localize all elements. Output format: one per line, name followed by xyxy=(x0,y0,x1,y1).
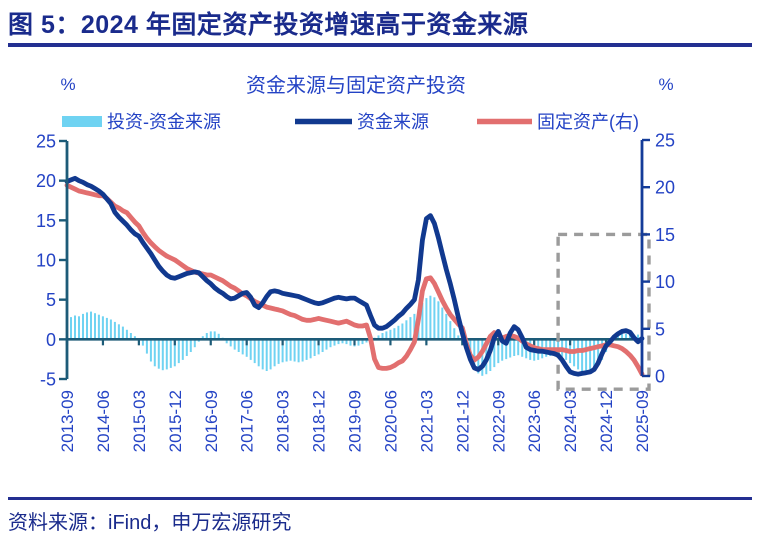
x-axis-labels: 2013-09 2014-06 2015-03 2015-12 2016-09 2017-… xyxy=(58,390,652,452)
legend-label-fixedasset: 固定资产(右) xyxy=(537,112,639,132)
svg-text:2018-03: 2018-03 xyxy=(274,390,293,452)
svg-text:10: 10 xyxy=(36,251,56,271)
svg-text:2018-12: 2018-12 xyxy=(310,390,329,452)
svg-text:2015-03: 2015-03 xyxy=(130,390,149,452)
svg-text:0: 0 xyxy=(655,367,665,387)
highlight-box xyxy=(556,232,651,391)
right-axis: 25 20 15 10 5 0 xyxy=(640,131,675,387)
svg-text:2016-09: 2016-09 xyxy=(202,390,221,452)
legend-bar-swatch xyxy=(62,116,102,127)
svg-text:2015-12: 2015-12 xyxy=(166,390,185,452)
source-note: 资料来源：iFind，申万宏源研究 xyxy=(8,512,292,534)
left-unit-label: % xyxy=(60,75,75,94)
svg-text:2020-06: 2020-06 xyxy=(381,390,400,452)
svg-text:2024-03: 2024-03 xyxy=(561,390,580,452)
svg-text:20: 20 xyxy=(36,171,56,191)
svg-text:10: 10 xyxy=(655,272,675,292)
svg-text:2022-09: 2022-09 xyxy=(489,390,508,452)
svg-text:2025-09: 2025-09 xyxy=(633,390,652,452)
left-axis: 25 20 15 10 5 0 -5 xyxy=(36,132,69,390)
funding-sources-line xyxy=(64,175,645,377)
chart-canvas: % 资金来源与固定资产投资 % 投资-资金来源 资金来源 固定资产(右) 25 20 15 10 5… xyxy=(36,74,675,452)
title-underline xyxy=(8,43,752,47)
svg-text:15: 15 xyxy=(655,225,675,245)
svg-text:2023-06: 2023-06 xyxy=(525,390,544,452)
svg-text:2024-12: 2024-12 xyxy=(597,390,616,452)
svg-text:2014-06: 2014-06 xyxy=(94,390,113,452)
svg-text:25: 25 xyxy=(655,131,675,151)
svg-text:2021-12: 2021-12 xyxy=(453,390,472,452)
legend-label-funding: 资金来源 xyxy=(357,112,429,132)
svg-text:2019-09: 2019-09 xyxy=(346,390,365,452)
svg-text:25: 25 xyxy=(36,132,56,152)
figure-title: 图 5：2024 年固定资产投资增速高于资金来源 xyxy=(8,11,529,39)
svg-text:2021-03: 2021-03 xyxy=(417,390,436,452)
svg-text:0: 0 xyxy=(46,330,56,350)
right-unit-label: % xyxy=(658,75,673,94)
svg-text:20: 20 xyxy=(655,178,675,198)
svg-text:5: 5 xyxy=(655,319,665,339)
svg-text:5: 5 xyxy=(46,290,56,310)
svg-text:2017-06: 2017-06 xyxy=(238,390,257,452)
svg-text:15: 15 xyxy=(36,211,56,231)
chart-title: 资金来源与固定资产投资 xyxy=(246,74,466,97)
legend-label-diff: 投资-资金来源 xyxy=(107,112,221,132)
footer-rule xyxy=(8,497,752,500)
legend: 投资-资金来源 资金来源 固定资产(右) xyxy=(62,112,639,132)
svg-text:2013-09: 2013-09 xyxy=(58,390,77,452)
svg-text:-5: -5 xyxy=(40,370,56,390)
